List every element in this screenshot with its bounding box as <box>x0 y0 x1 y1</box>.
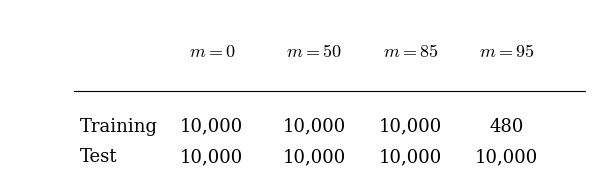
Text: 10,000: 10,000 <box>180 148 243 166</box>
Text: 10,000: 10,000 <box>379 118 442 136</box>
Text: 480: 480 <box>489 118 524 136</box>
Text: 10,000: 10,000 <box>283 118 345 136</box>
Text: $m = 85$: $m = 85$ <box>382 43 438 61</box>
Text: Test: Test <box>80 148 117 166</box>
Text: Training: Training <box>80 118 158 136</box>
Text: 10,000: 10,000 <box>475 148 538 166</box>
Text: $m = 50$: $m = 50$ <box>286 43 342 61</box>
Text: 10,000: 10,000 <box>379 148 442 166</box>
Text: 10,000: 10,000 <box>283 148 345 166</box>
Text: $m = 95$: $m = 95$ <box>479 43 534 61</box>
Text: $m = 0$: $m = 0$ <box>188 43 235 61</box>
Text: 10,000: 10,000 <box>180 118 243 136</box>
